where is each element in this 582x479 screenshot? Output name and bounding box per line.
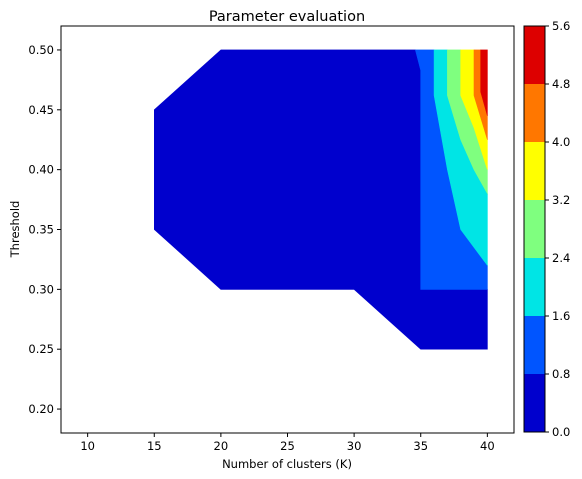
colorbar-segment bbox=[524, 258, 545, 316]
x-axis-ticks: 10 15 20 25 30 35 40 bbox=[80, 433, 495, 453]
colorbar-segment bbox=[524, 84, 545, 142]
x-tick-label: 25 bbox=[280, 439, 295, 453]
contour-region-6 bbox=[480, 49, 488, 116]
x-tick-label: 35 bbox=[413, 439, 428, 453]
colorbar-tick-label: 5.6 bbox=[552, 19, 570, 33]
colorbar-tick-label: 4.0 bbox=[552, 135, 570, 149]
y-tick-label: 0.20 bbox=[28, 402, 54, 416]
x-tick-label: 40 bbox=[480, 439, 495, 453]
colorbar-tick-label: 3.2 bbox=[552, 193, 570, 207]
y-tick-label: 0.35 bbox=[28, 223, 54, 237]
contour-regions bbox=[154, 49, 488, 350]
colorbar-segment bbox=[524, 26, 545, 84]
colorbar-segment bbox=[524, 316, 545, 374]
colorbar-segment bbox=[524, 200, 545, 258]
x-tick-label: 15 bbox=[147, 439, 162, 453]
x-tick-label: 20 bbox=[214, 439, 229, 453]
colorbar bbox=[523, 25, 546, 433]
x-tick-label: 30 bbox=[347, 439, 362, 453]
colorbar-ticks: 0.0 0.8 1.6 2.4 3.2 4.0 4.8 5.6 bbox=[545, 19, 570, 439]
colorbar-tick-label: 0.8 bbox=[552, 367, 570, 381]
y-tick-label: 0.30 bbox=[28, 282, 54, 296]
colorbar-segment bbox=[524, 374, 545, 432]
colorbar-tick-label: 1.6 bbox=[552, 309, 570, 323]
y-tick-label: 0.45 bbox=[28, 103, 54, 117]
x-axis-label: Number of clusters (K) bbox=[222, 457, 352, 471]
colorbar-frame bbox=[523, 25, 546, 433]
chart-title: Parameter evaluation bbox=[209, 9, 365, 25]
colorbar-tick-label: 0.0 bbox=[552, 425, 570, 439]
x-tick-label: 10 bbox=[80, 439, 95, 453]
y-axis-label: Threshold bbox=[8, 201, 22, 259]
y-tick-label: 0.50 bbox=[28, 43, 54, 57]
y-axis-ticks: 0.20 0.25 0.30 0.35 0.40 0.45 0.50 bbox=[28, 43, 61, 416]
colorbar-tick-label: 4.8 bbox=[552, 77, 570, 91]
y-tick-label: 0.25 bbox=[28, 342, 54, 356]
colorbar-segment bbox=[524, 142, 545, 200]
y-tick-label: 0.40 bbox=[28, 163, 54, 177]
colorbar-tick-label: 2.4 bbox=[552, 251, 570, 265]
